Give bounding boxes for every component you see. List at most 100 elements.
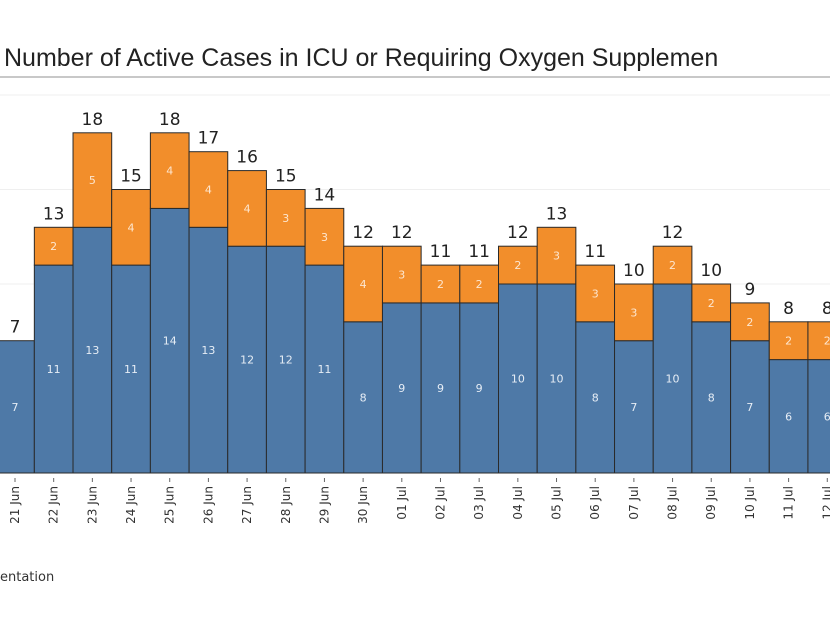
segment-label: 3 xyxy=(592,287,599,300)
x-tick-label: 06 Jul xyxy=(588,486,602,520)
segment-label: 11 xyxy=(317,363,331,376)
x-tick-label: 12 Jul xyxy=(820,486,830,520)
segment-label: 2 xyxy=(708,297,715,310)
x-tick-label: 04 Jul xyxy=(511,486,525,520)
bar-segment-orange xyxy=(768,321,809,361)
x-tick-label: 25 Jun xyxy=(163,486,177,524)
x-tick-label: 07 Jul xyxy=(627,486,641,520)
segment-label: 14 xyxy=(163,335,177,348)
segment-label: 2 xyxy=(669,259,676,272)
bar-segment-orange xyxy=(188,151,229,228)
segment-label: 2 xyxy=(476,278,483,291)
x-tick-label: 21 Jun xyxy=(8,486,22,524)
segment-label: 4 xyxy=(205,184,212,197)
total-label: 7 xyxy=(10,318,21,338)
total-label: 17 xyxy=(198,129,220,149)
segment-label: 12 xyxy=(240,354,254,367)
bar-segment-blue xyxy=(33,264,74,474)
x-tick-label: 28 Jun xyxy=(279,486,293,524)
bar-segment-orange xyxy=(652,245,693,285)
segment-label: 2 xyxy=(437,278,444,291)
segment-label: 9 xyxy=(437,382,444,395)
x-tick-label: 09 Jul xyxy=(704,486,718,520)
x-tick-label: 02 Jul xyxy=(433,486,447,520)
total-label: 11 xyxy=(430,242,452,262)
x-tick-label: 05 Jul xyxy=(550,486,564,520)
segment-label: 11 xyxy=(47,363,61,376)
total-label: 8 xyxy=(783,299,794,319)
total-label: 12 xyxy=(662,223,684,243)
segment-label: 12 xyxy=(279,354,293,367)
segment-label: 7 xyxy=(746,401,753,414)
segment-label: 8 xyxy=(708,391,715,404)
bar-segment-orange xyxy=(381,245,422,304)
x-tick-label: 24 Jun xyxy=(124,486,138,524)
total-label: 8 xyxy=(822,299,830,319)
bar-segment-blue xyxy=(265,245,306,474)
segment-label: 11 xyxy=(124,363,138,376)
segment-label: 10 xyxy=(666,373,680,386)
x-tick-label: 27 Jun xyxy=(240,486,254,524)
total-label: 18 xyxy=(82,110,104,130)
segment-label: 3 xyxy=(630,306,637,319)
bar-segment-orange xyxy=(575,264,616,323)
chart-title: Number of Active Cases in ICU or Requiri… xyxy=(4,44,719,72)
x-tick-label: 11 Jul xyxy=(782,486,796,520)
segment-label: 3 xyxy=(553,250,560,263)
bar-segment-orange xyxy=(72,132,113,228)
segment-label: 10 xyxy=(511,373,525,386)
bar-segment-orange xyxy=(459,264,500,304)
segment-label: 3 xyxy=(398,269,405,282)
total-label: 18 xyxy=(159,110,181,130)
segment-label: 2 xyxy=(514,259,521,272)
segment-label: 7 xyxy=(12,401,19,414)
bar-segment-orange xyxy=(265,189,306,247)
bar-segment-blue xyxy=(111,264,151,474)
segment-label: 9 xyxy=(398,382,405,395)
total-label: 15 xyxy=(275,167,297,187)
segment-label: 4 xyxy=(128,221,135,234)
bar-segment-orange xyxy=(807,321,830,361)
x-tick-label: 26 Jun xyxy=(201,486,215,524)
total-label: 13 xyxy=(546,204,568,224)
bar-segment-blue xyxy=(575,321,616,474)
x-tick-label: 10 Jul xyxy=(743,486,757,520)
segment-label: 2 xyxy=(50,240,57,253)
bar-segment-orange xyxy=(691,283,732,323)
legend-label: entation xyxy=(0,570,55,585)
segment-label: 6 xyxy=(824,410,830,423)
bar-segment-orange xyxy=(111,189,151,266)
x-tick-label: 30 Jun xyxy=(356,486,370,524)
x-tick-label: 29 Jun xyxy=(317,486,331,524)
total-label: 16 xyxy=(236,148,258,168)
x-tick-label: 08 Jul xyxy=(666,486,680,520)
segment-label: 8 xyxy=(360,391,367,404)
bar-segment-orange xyxy=(227,170,267,247)
total-label: 15 xyxy=(120,167,142,187)
segment-label: 13 xyxy=(85,344,99,357)
segment-label: 6 xyxy=(785,410,792,423)
bar-segment-orange xyxy=(730,302,770,342)
bar-segment-blue xyxy=(420,302,461,474)
bar-segment-orange xyxy=(420,264,461,304)
segment-label: 4 xyxy=(166,165,173,178)
title-divider xyxy=(0,76,830,78)
segment-label: 2 xyxy=(746,316,753,329)
segment-label: 3 xyxy=(321,231,328,244)
segment-label: 10 xyxy=(550,373,564,386)
segment-label: 5 xyxy=(89,174,96,187)
bar-segment-orange xyxy=(149,132,190,209)
segment-label: 8 xyxy=(592,391,599,404)
segment-label: 2 xyxy=(824,335,830,348)
segment-label: 7 xyxy=(630,401,637,414)
total-label: 9 xyxy=(745,280,756,300)
segment-label: 9 xyxy=(476,382,483,395)
bar-segment-orange xyxy=(343,245,383,323)
total-label: 11 xyxy=(468,242,490,262)
bar-segment-blue xyxy=(614,340,654,474)
bar-segment-orange xyxy=(498,245,538,285)
segment-label: 3 xyxy=(282,212,289,225)
x-tick-label: 23 Jun xyxy=(85,486,99,524)
bar-segment-blue xyxy=(0,340,35,474)
